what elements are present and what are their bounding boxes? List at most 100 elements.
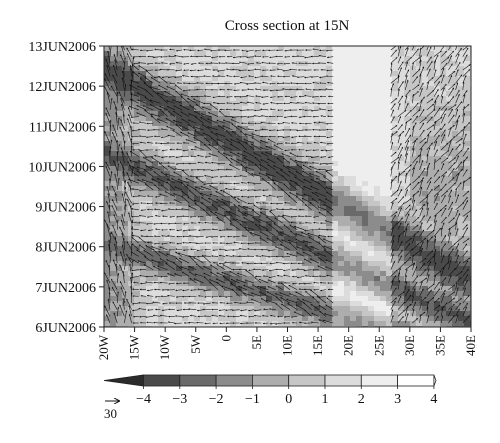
shade-cell: [170, 286, 177, 292]
shade-cell: [332, 236, 339, 242]
shade-cell: [104, 71, 111, 77]
shade-cell: [242, 251, 249, 257]
shade-cell: [314, 246, 321, 252]
shade-cell: [296, 51, 303, 57]
shade-cell: [212, 151, 219, 157]
shade-cell: [122, 211, 129, 217]
shade-cell: [416, 136, 423, 142]
shade-cell: [446, 136, 453, 142]
shade-cell: [140, 286, 147, 292]
shade-cell: [218, 231, 225, 237]
shade-cell: [254, 291, 261, 297]
shade-cell: [344, 46, 351, 52]
shade-cell: [134, 236, 141, 242]
shade-cell: [434, 311, 441, 317]
shade-cell: [140, 311, 147, 317]
shade-cell: [236, 181, 243, 187]
shade-cell: [194, 251, 201, 257]
shade-cell: [350, 226, 357, 232]
shade-cell: [182, 316, 189, 322]
wind-vector: [254, 88, 262, 91]
shade-cell: [170, 291, 177, 297]
shade-cell: [338, 116, 345, 122]
shade-cell: [308, 46, 315, 52]
shade-cell: [104, 146, 111, 152]
shade-cell: [338, 191, 345, 197]
shade-cell: [416, 321, 423, 327]
wind-vector: [129, 64, 132, 77]
shade-cell: [380, 156, 387, 162]
shade-cell: [170, 51, 177, 57]
shade-cell: [368, 126, 375, 132]
shade-cell: [242, 201, 249, 207]
shade-cell: [380, 146, 387, 152]
shade-cell: [272, 266, 279, 272]
shade-cell: [236, 201, 243, 207]
shade-cell: [350, 71, 357, 77]
shade-cell: [314, 241, 321, 247]
shade-cell: [362, 316, 369, 322]
wind-vector: [412, 68, 421, 77]
shade-cell: [290, 306, 297, 312]
shade-cell: [278, 221, 285, 227]
shade-cell: [308, 296, 315, 302]
shade-cell: [260, 191, 267, 197]
shade-cell: [290, 111, 297, 117]
shade-cell: [272, 91, 279, 97]
shade-cell: [158, 266, 165, 272]
shade-cell: [224, 111, 231, 117]
shade-cell: [338, 146, 345, 152]
shade-cell: [356, 301, 363, 307]
shade-cell: [218, 201, 225, 207]
shade-cell: [134, 156, 141, 162]
wind-vector: [276, 62, 283, 65]
shade-cell: [398, 46, 405, 52]
shade-cell: [158, 301, 165, 307]
shade-cell: [464, 296, 471, 302]
shade-cell: [416, 161, 423, 167]
shade-cell: [158, 176, 165, 182]
shade-cell: [458, 316, 465, 322]
shade-cell: [398, 181, 405, 187]
shade-cell: [368, 221, 375, 227]
wind-vector: [296, 88, 305, 91]
shade-cell: [200, 211, 207, 217]
shade-cell: [110, 151, 117, 157]
shade-cell: [374, 221, 381, 227]
shade-cell: [212, 191, 219, 197]
shade-cell: [356, 61, 363, 67]
wind-vector: [104, 85, 111, 97]
shade-cell: [278, 201, 285, 207]
shade-cell: [272, 121, 279, 127]
shade-cell: [230, 71, 237, 77]
shade-cell: [338, 131, 345, 137]
shade-cell: [314, 126, 321, 132]
shade-cell: [308, 206, 315, 212]
shade-cell: [164, 196, 171, 202]
shade-cell: [434, 171, 441, 177]
shade-cell: [134, 146, 141, 152]
shade-cell: [278, 51, 285, 57]
shade-cell: [164, 56, 171, 62]
shade-cell: [278, 296, 285, 302]
shade-cell: [260, 141, 267, 147]
shade-cell: [206, 156, 213, 162]
shade-cell: [224, 101, 231, 107]
shade-cell: [158, 316, 165, 322]
shade-cell: [122, 101, 129, 107]
shade-cell: [290, 196, 297, 202]
shade-cell: [134, 206, 141, 212]
shade-cell: [266, 196, 273, 202]
shade-cell: [254, 166, 261, 172]
shade-cell: [266, 286, 273, 292]
shade-cell: [116, 241, 123, 247]
shade-cell: [206, 286, 213, 292]
wind-vector: [212, 75, 219, 77]
shade-cell: [302, 241, 309, 247]
shade-cell: [206, 231, 213, 237]
wind-vector: [440, 67, 445, 77]
shade-cell: [422, 176, 429, 182]
shade-cell: [362, 76, 369, 82]
shade-cell: [374, 131, 381, 137]
shade-cell: [218, 306, 225, 312]
